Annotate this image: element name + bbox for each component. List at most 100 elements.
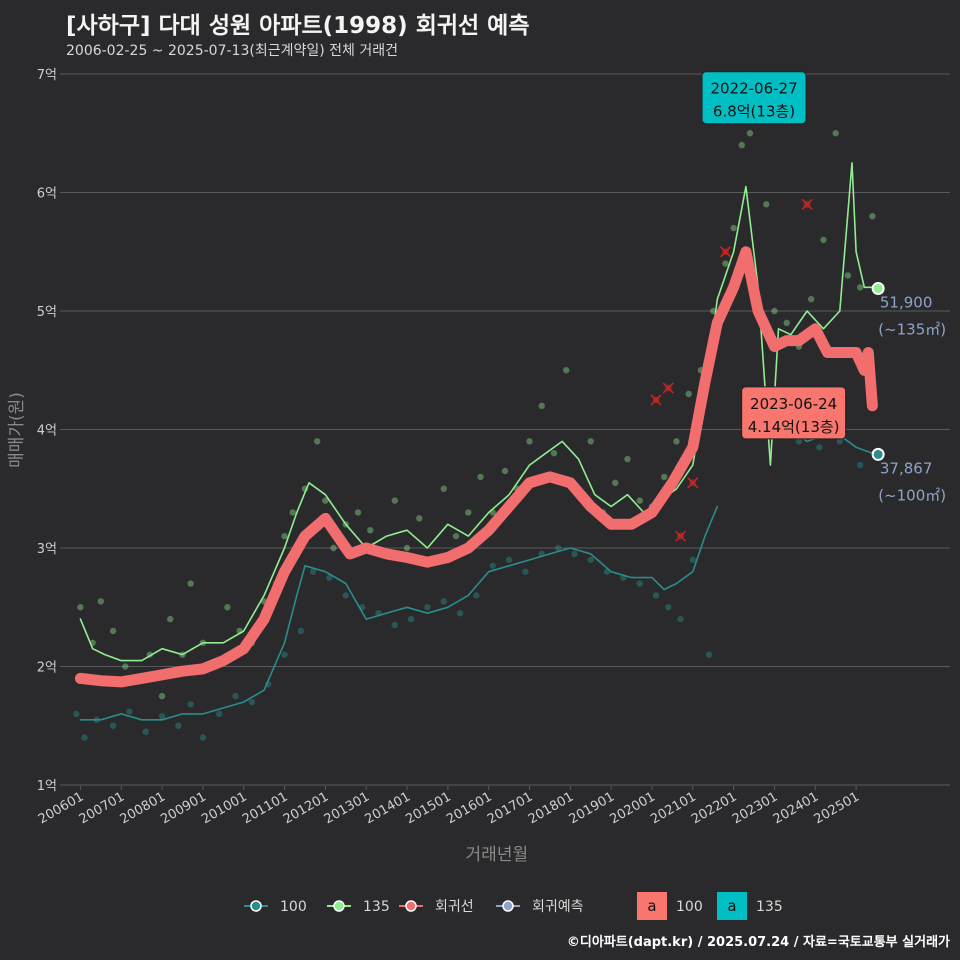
- legend-label-symbol: a: [727, 897, 736, 915]
- x-tick-label: 202001: [607, 789, 657, 827]
- scatter-point-100: [689, 556, 696, 564]
- legend-swatch-dot: [502, 900, 514, 912]
- scatter-point-135: [538, 402, 545, 409]
- scatter-point-135: [771, 307, 778, 315]
- scatter-point-100: [424, 604, 431, 611]
- scatter-point-135: [452, 532, 460, 540]
- end-value-label: 51,900: [880, 293, 933, 311]
- y-tick-label: 3억: [37, 542, 57, 557]
- chart-title: [사하구] 다대 성원 아파트(1998) 회귀선 예측: [66, 13, 530, 39]
- scatter-point-135: [722, 260, 729, 267]
- scatter-point-100: [142, 728, 149, 735]
- scatter-point-135: [416, 515, 423, 522]
- scatter-point-100: [216, 710, 223, 718]
- scatter-point-135: [314, 438, 321, 445]
- scatter-point-100: [489, 562, 496, 569]
- x-tick-label: 200701: [77, 789, 127, 827]
- end-area-label: (~135㎡): [878, 320, 946, 338]
- cancelled-point-x: [687, 477, 699, 489]
- scatter-point-100: [309, 568, 317, 575]
- scatter-point-135: [807, 295, 815, 303]
- scatter-point-100: [440, 598, 447, 605]
- scatter-point-135: [224, 604, 231, 611]
- x-tick-label: 202501: [812, 789, 862, 827]
- scatter-point-100: [856, 461, 864, 469]
- legend-label-box: [717, 892, 747, 920]
- legend-label-item-0: a 100: [637, 892, 703, 920]
- scatter-point-100: [652, 592, 660, 599]
- annotation-box: [741, 386, 847, 440]
- scatter-point-135: [330, 544, 337, 552]
- scatter-point-100: [391, 621, 398, 629]
- end-marker: [871, 281, 885, 295]
- series-line-135: [79, 162, 878, 662]
- scatter-point-100: [126, 708, 133, 715]
- scatter-point-135: [832, 130, 839, 137]
- scatter-point-135: [612, 479, 619, 487]
- scatter-point-135: [322, 497, 329, 504]
- annotation-100: 2023-06-24 4.14억(13층): [741, 386, 847, 440]
- scatter-point-100: [158, 713, 166, 720]
- scatter-point-100: [248, 698, 256, 706]
- scatter-point-135: [187, 580, 194, 587]
- scatter-point-135: [763, 201, 770, 208]
- scatter-point-100: [73, 710, 80, 718]
- x-tick-label: 201201: [281, 789, 331, 827]
- scatter-point-100: [473, 592, 480, 599]
- scatter-point-135: [122, 663, 129, 670]
- x-tick-label: 202201: [689, 789, 739, 827]
- annotation-layer: 51,900 (~135㎡) 37,867 (~100㎡) 2022-06-27 6.8억…: [701, 71, 946, 504]
- scatter-point-135: [77, 604, 84, 611]
- scatter-point-100: [81, 734, 88, 741]
- scatter-point-135: [501, 467, 509, 475]
- cancelled-point-x: [675, 530, 687, 542]
- scatter-point-135: [820, 236, 827, 244]
- scatter-point-100: [505, 556, 513, 564]
- scatter-point-100: [109, 722, 117, 729]
- cancelled-point-x: [650, 394, 662, 406]
- scatter-point-135: [869, 213, 876, 220]
- scatter-point-135: [636, 497, 643, 504]
- legend-item-1: 135: [327, 899, 390, 915]
- cancelled-point: [801, 198, 813, 210]
- scatter-point-100: [795, 438, 803, 445]
- scatter-point-135: [673, 438, 680, 445]
- annotation-date: 2023-06-24: [750, 395, 837, 413]
- annotation-135: 2022-06-27 6.8억(13층): [701, 71, 807, 125]
- x-tick-label: 200601: [36, 789, 86, 827]
- scatter-point-100: [522, 568, 529, 575]
- end-area-label: (~100㎡): [878, 486, 946, 504]
- legend-label-name: 100: [676, 899, 703, 915]
- series-line-100: [79, 505, 719, 721]
- line-layer: [74, 162, 878, 721]
- x-tick-label: 202301: [730, 789, 780, 827]
- scatter-point-135: [477, 473, 484, 481]
- scatter-point-135: [738, 141, 745, 149]
- scatter-point-100: [326, 574, 333, 581]
- legend-swatch-dot: [250, 900, 262, 912]
- scatter-point-135: [281, 532, 288, 540]
- cancelled-point-x: [801, 198, 813, 210]
- scatter-point-100: [665, 604, 672, 611]
- chart-subtitle: 2006-02-25 ~ 2025-07-13(최근계약일) 전체 거래건: [66, 43, 398, 59]
- scatter-point-135: [661, 473, 668, 481]
- cancelled-point: [650, 394, 662, 406]
- legend-swatch-dot: [333, 900, 345, 912]
- scatter-point-135: [158, 692, 166, 700]
- scatter-point-135: [391, 497, 398, 504]
- scatter-point-100: [587, 556, 594, 564]
- scatter-point-135: [844, 272, 852, 279]
- scatter-point-135: [856, 284, 864, 291]
- scatter-point-100: [407, 615, 415, 623]
- x-tick-label: 201501: [403, 789, 453, 827]
- end-value-label: 37,867: [880, 459, 933, 477]
- scatter-point-100: [816, 444, 823, 451]
- x-axis-title: 거래년월: [466, 845, 529, 865]
- scatter-point-100: [187, 701, 194, 708]
- axis-layer: 1억2억3억4억5억6억7억20060120070120080120090120…: [7, 68, 862, 865]
- scatter-point-100: [836, 438, 843, 445]
- legend-label: 135: [363, 899, 390, 915]
- cancelled-point-x: [719, 246, 731, 258]
- legend-item-3: 회귀예측: [496, 899, 584, 915]
